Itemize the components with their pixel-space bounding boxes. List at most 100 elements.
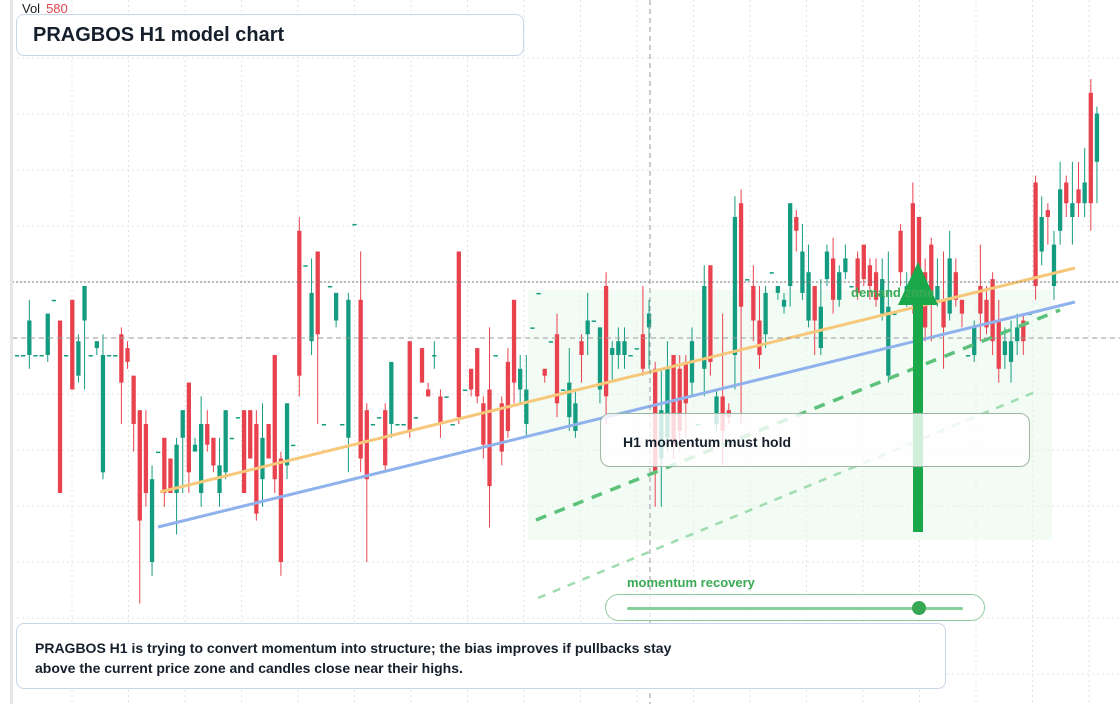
- candle-body: [542, 368, 547, 376]
- candle-body: [738, 203, 744, 307]
- candle-body: [438, 396, 443, 424]
- candle: [119, 327, 124, 424]
- candle-body: [560, 389, 566, 391]
- candle: [211, 437, 216, 473]
- candle-body: [432, 355, 437, 357]
- candle-body: [947, 258, 952, 314]
- candlestick-series: [14, 79, 1100, 604]
- candle-body: [965, 355, 971, 357]
- candle-body: [505, 361, 511, 431]
- candle-body: [174, 444, 179, 493]
- candle-body: [536, 292, 541, 295]
- candle: [1082, 148, 1087, 217]
- candle: [1088, 79, 1093, 231]
- candle: [1070, 161, 1075, 245]
- candle: [616, 327, 621, 369]
- candle: [217, 437, 222, 507]
- candle: [1021, 313, 1026, 355]
- candle-body: [640, 334, 646, 369]
- candle-body: [113, 355, 118, 357]
- candle-body: [266, 424, 271, 459]
- candle-body: [622, 341, 627, 355]
- candle: [186, 382, 192, 493]
- candle-body: [333, 292, 339, 321]
- candle: [266, 424, 271, 459]
- candle: [205, 410, 210, 452]
- candle: [505, 348, 511, 438]
- candle-body: [916, 217, 922, 273]
- candle: [14, 355, 20, 357]
- candle-body: [646, 313, 652, 328]
- candle: [321, 424, 326, 426]
- candle: [156, 451, 161, 454]
- candle-body: [794, 217, 799, 231]
- candle: [462, 389, 468, 391]
- candle-body: [898, 230, 903, 273]
- candle-body: [751, 286, 756, 321]
- candle: [1076, 161, 1081, 217]
- candle-body: [389, 361, 394, 424]
- candle: [898, 223, 903, 286]
- candle-body: [873, 272, 879, 300]
- candle: [806, 244, 811, 328]
- candle-body: [984, 299, 989, 328]
- candle: [358, 251, 363, 473]
- volume-readout: Vol 580: [22, 1, 68, 16]
- candle-body: [487, 389, 492, 487]
- candle: [990, 272, 995, 355]
- candle: [198, 396, 204, 507]
- candle: [284, 403, 290, 480]
- candle-body: [358, 299, 363, 459]
- candle-body: [370, 424, 376, 426]
- candle-body: [567, 382, 572, 418]
- candle: [745, 279, 750, 281]
- candle: [241, 410, 247, 493]
- candle-body: [959, 299, 965, 314]
- candle-body: [205, 424, 210, 445]
- slider-knob[interactable]: [912, 601, 927, 615]
- candle-body: [456, 251, 461, 418]
- candle-body: [106, 355, 112, 357]
- candle-body: [935, 286, 940, 300]
- candle: [769, 272, 774, 274]
- candle: [892, 313, 897, 316]
- candle: [57, 320, 63, 493]
- candle-body: [978, 286, 983, 314]
- candle-body: [137, 410, 142, 521]
- momentum-slider[interactable]: [605, 594, 985, 621]
- candle: [131, 375, 136, 452]
- candle: [953, 258, 958, 307]
- candle-body: [1082, 182, 1087, 204]
- candle: [76, 334, 81, 383]
- candle-body: [573, 403, 578, 431]
- candle-body: [149, 479, 155, 562]
- arrow-head: [898, 262, 938, 305]
- candle-body: [837, 272, 842, 300]
- candle: [278, 451, 284, 576]
- candle-body: [407, 341, 412, 431]
- candle: [603, 272, 609, 424]
- candle-body: [82, 286, 87, 321]
- candle: [965, 355, 971, 357]
- candle: [223, 410, 228, 480]
- candle-body: [395, 424, 400, 426]
- candle: [94, 341, 99, 355]
- candle: [634, 348, 639, 350]
- candle-body: [745, 279, 750, 281]
- candle-body: [64, 355, 69, 357]
- candle-body: [76, 341, 81, 376]
- candle: [340, 424, 345, 426]
- candle: [996, 299, 1001, 383]
- candle: [640, 286, 646, 376]
- candle-body: [800, 251, 805, 293]
- candle: [64, 355, 69, 357]
- candle-body: [732, 217, 738, 355]
- candle-body: [880, 279, 885, 314]
- candle: [438, 389, 443, 438]
- candle: [542, 368, 547, 383]
- candle: [272, 355, 277, 493]
- candle-body: [401, 424, 406, 426]
- candle: [597, 327, 603, 404]
- candle-body: [352, 223, 357, 226]
- candle-body: [1015, 327, 1020, 342]
